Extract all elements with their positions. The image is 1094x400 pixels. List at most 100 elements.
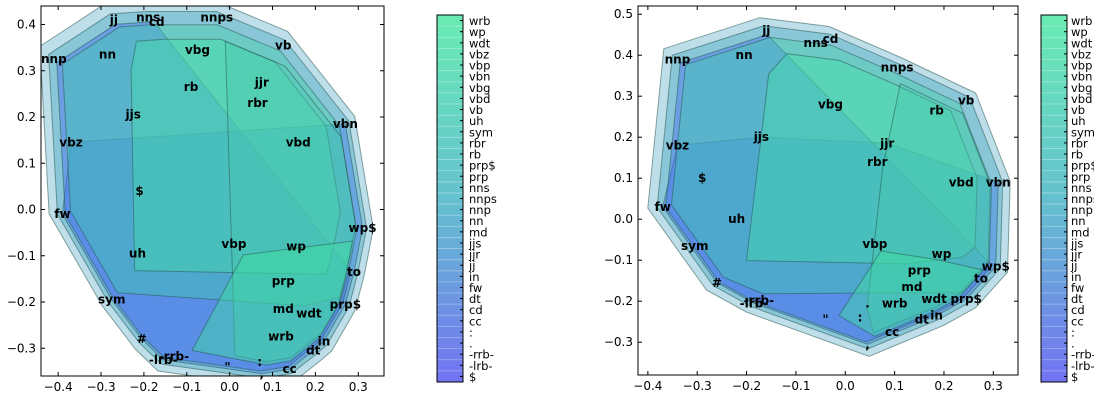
colorbar-tick-label: wdt xyxy=(469,36,491,50)
region-polygon xyxy=(191,240,354,366)
point-label: vbn xyxy=(986,175,1011,189)
point-label: cd xyxy=(823,32,839,46)
point-label: vbp xyxy=(862,237,887,251)
point-label: nn xyxy=(736,48,753,62)
colorbar-tick-label: dt xyxy=(1071,292,1083,306)
region-polygon xyxy=(665,34,993,343)
colorbar-tick-label: wrb xyxy=(1071,14,1092,28)
colorbar-tick-label: vbd xyxy=(469,92,490,106)
point-label: jjr xyxy=(879,136,894,150)
colorbar-tick-label: jjr xyxy=(468,248,480,262)
point-label: . xyxy=(865,296,870,310)
y-tick-label: −0.2 xyxy=(7,295,36,309)
point-label: jjs xyxy=(124,108,140,122)
region-polygon xyxy=(745,53,978,265)
point-label: rbr xyxy=(247,96,268,110)
colorbar-tick-label: jj xyxy=(1070,259,1077,273)
x-tick-label: −0.1 xyxy=(172,380,201,394)
colorbar-tick-label: -lrb- xyxy=(1071,359,1094,373)
region-polygon xyxy=(224,40,358,363)
colorbar-tick-label: vb xyxy=(1071,103,1085,117)
colorbar-right: wrbwpwdtvbzvbpvbnvbgvbdvbuhsymrbrrbprp$p… xyxy=(1040,14,1094,384)
colorbar-tick-label: fw xyxy=(1071,281,1084,295)
colorbar-tick-label: md xyxy=(469,225,488,239)
colorbar-tick-label: nnp xyxy=(1071,203,1093,217)
y-tick-label: 0.5 xyxy=(614,7,633,21)
colorbar-tick-label: cd xyxy=(1071,303,1085,317)
point-label: rb xyxy=(184,80,199,94)
axes-frame xyxy=(40,5,385,377)
colorbar-tick-label: jjr xyxy=(1070,248,1082,262)
point-label: md xyxy=(901,280,922,294)
colorbar-tick-label: vbz xyxy=(469,47,489,61)
x-tick-label: −0.4 xyxy=(633,379,662,393)
point-label: # xyxy=(712,276,722,290)
colorbar-tick-label: -rrb- xyxy=(1071,348,1094,362)
colorbar-tick-label: sym xyxy=(469,125,493,139)
point-label: : xyxy=(257,355,262,369)
colorbar-tick-label: prp xyxy=(469,170,488,184)
point-label: cc xyxy=(283,362,297,376)
colorbar-tick-label: vbp xyxy=(469,59,490,73)
colorbar-tick-label: -rrb- xyxy=(469,348,494,362)
x-tick-label: −0.3 xyxy=(86,380,115,394)
colorbar-tick-label: -lrb- xyxy=(469,359,493,373)
y-tick-label: 0.0 xyxy=(17,203,36,217)
point-label: rb xyxy=(929,104,944,118)
point-label: jjs xyxy=(753,130,769,144)
point-label: vbz xyxy=(666,138,689,152)
point-label: -lrb- xyxy=(149,353,178,367)
point-label: wp$ xyxy=(982,259,1010,273)
region-polygon xyxy=(670,36,991,295)
region-polygon xyxy=(130,38,341,275)
point-label: vbd xyxy=(286,135,311,149)
point-label: to xyxy=(347,265,361,279)
x-tick-label: 0.2 xyxy=(306,380,325,394)
point-label: nnp xyxy=(665,52,691,66)
x-tick-label: 0.1 xyxy=(263,380,282,394)
point-label: nnps xyxy=(881,61,914,75)
colorbar-tick-label: vbp xyxy=(1071,59,1092,73)
x-tick-label: 0.2 xyxy=(934,379,953,393)
colorbar-tick-label: vbz xyxy=(1071,47,1091,61)
point-label: jj xyxy=(109,13,118,27)
y-tick-label: 0.2 xyxy=(614,130,633,144)
colorbar-tick-label: uh xyxy=(1071,114,1086,128)
colorbar-tick-label: cc xyxy=(1071,314,1084,328)
colorbar-tick-label: vbn xyxy=(469,70,490,84)
colorbar-tick-label: rbr xyxy=(469,136,486,150)
point-label: vbg xyxy=(185,43,210,57)
point-label: prp xyxy=(908,263,932,277)
y-tick-label: 0.3 xyxy=(17,64,36,78)
y-tick-label: 0.1 xyxy=(17,156,36,170)
point-label: fw xyxy=(54,207,70,221)
point-label: uh xyxy=(728,212,745,226)
point-label: wrb xyxy=(882,296,908,310)
point-label: wdt xyxy=(296,307,322,321)
colorbar-tick-label: : xyxy=(469,325,473,339)
region-polygon xyxy=(61,123,364,375)
x-tick-label: 0.3 xyxy=(984,379,1003,393)
point-label: in xyxy=(930,309,943,323)
colorbar-tick-label: vbg xyxy=(1071,81,1092,95)
colorbar-tick-label: wdt xyxy=(1071,36,1093,50)
point-label: vbn xyxy=(333,117,358,131)
point-label: . xyxy=(268,330,273,344)
x-tick-label: −0.4 xyxy=(44,380,73,394)
y-tick-label: 0.4 xyxy=(17,18,36,32)
colorbar-tick-label: wrb xyxy=(469,14,490,28)
colorbar-tick-label: nn xyxy=(469,214,484,228)
x-tick-label: −0.3 xyxy=(683,379,712,393)
colorbar-tick-label: : xyxy=(1071,325,1075,339)
region-polygon xyxy=(41,6,374,376)
point-label: -lrb- xyxy=(740,296,769,310)
point-label: , xyxy=(260,367,265,381)
point-label: vbp xyxy=(221,237,246,251)
x-tick-label: −0.2 xyxy=(732,379,761,393)
colorbar-tick-label: $ xyxy=(469,370,476,384)
point-label: vbd xyxy=(949,175,974,189)
region-polygon xyxy=(866,82,992,334)
colorbar-tick-label: wp xyxy=(1071,25,1088,39)
point-label: vbz xyxy=(59,135,82,149)
